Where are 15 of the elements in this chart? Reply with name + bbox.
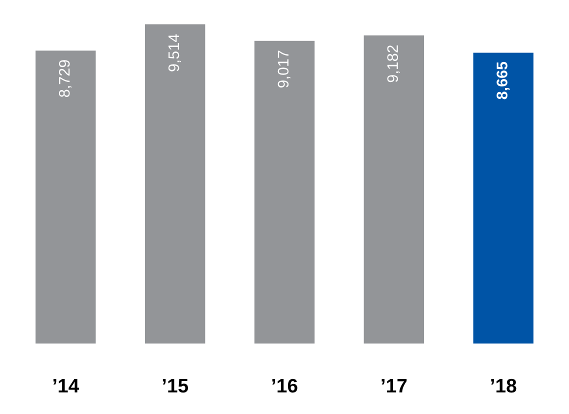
bar xyxy=(36,50,96,344)
data-label: 8,729 xyxy=(58,60,72,97)
x-tick-label: ’18 xyxy=(491,378,516,393)
x-tick-label: ’17 xyxy=(382,379,407,392)
bar xyxy=(254,40,315,344)
x-tick-label: ’16 xyxy=(272,378,298,393)
bar xyxy=(364,35,424,344)
bar xyxy=(473,52,534,344)
x-tick-label: ’14 xyxy=(53,379,80,392)
data-label: 9,017 xyxy=(278,50,290,88)
x-tick-label: ’15 xyxy=(162,379,188,393)
data-label: 8,665 xyxy=(496,62,510,100)
data-label: 9,182 xyxy=(387,45,400,82)
bar xyxy=(144,24,206,344)
data-label: 9,514 xyxy=(168,34,181,72)
